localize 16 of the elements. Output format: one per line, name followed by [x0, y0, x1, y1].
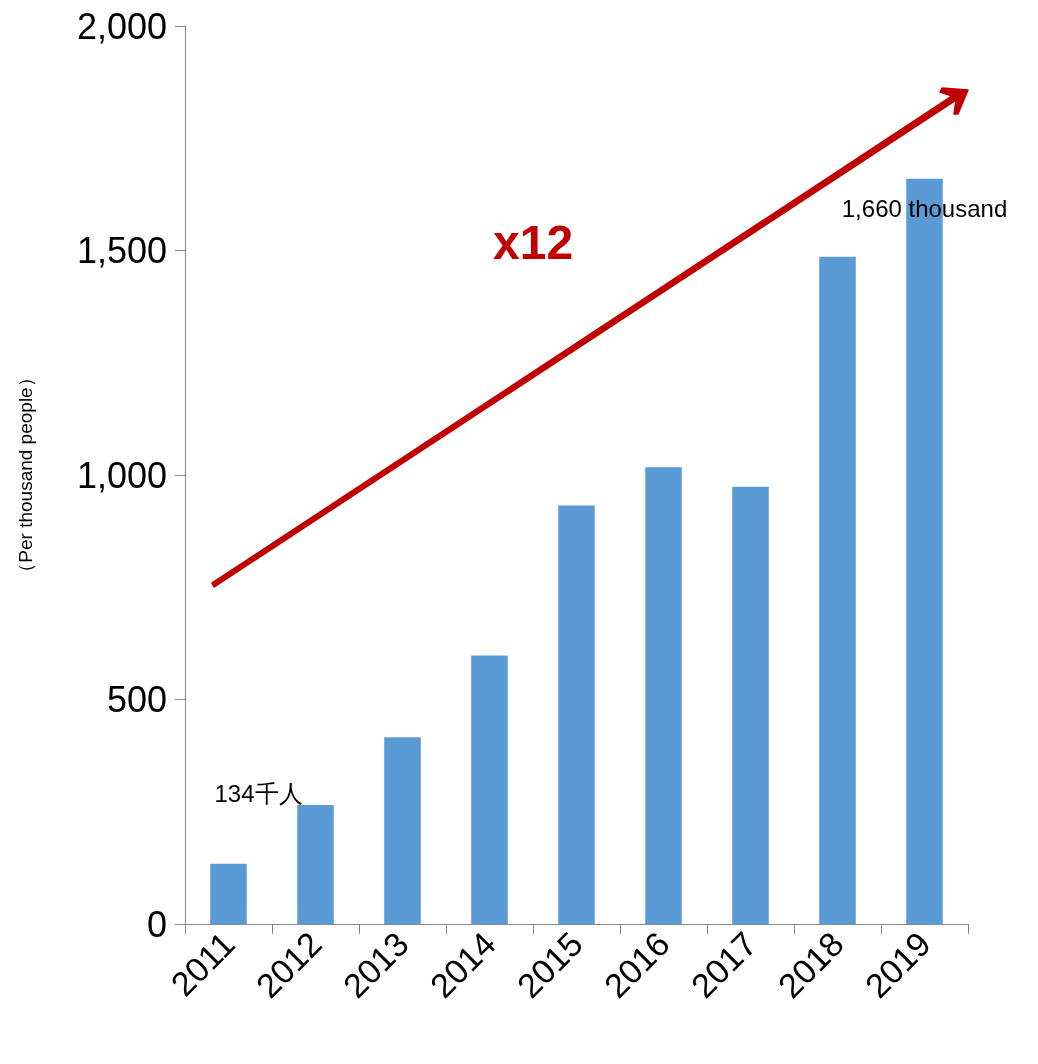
bar [384, 737, 421, 924]
bar [732, 486, 769, 924]
bar [558, 505, 595, 924]
y-tick-label: 1,000 [76, 454, 167, 496]
y-tick-label: 0 [146, 903, 167, 945]
bar [297, 805, 334, 924]
y-tick-label: 1,500 [76, 230, 167, 271]
annotation: x12 [493, 215, 574, 269]
bar [210, 863, 247, 924]
annotation: 134千人 [214, 780, 303, 808]
y-tick-label: 500 [106, 679, 167, 720]
bar [645, 467, 682, 924]
bar [471, 655, 508, 924]
bar [819, 256, 856, 924]
y-tick-label: 2,000 [76, 5, 167, 47]
y-axis-title: （Per thousand people） [15, 368, 36, 582]
